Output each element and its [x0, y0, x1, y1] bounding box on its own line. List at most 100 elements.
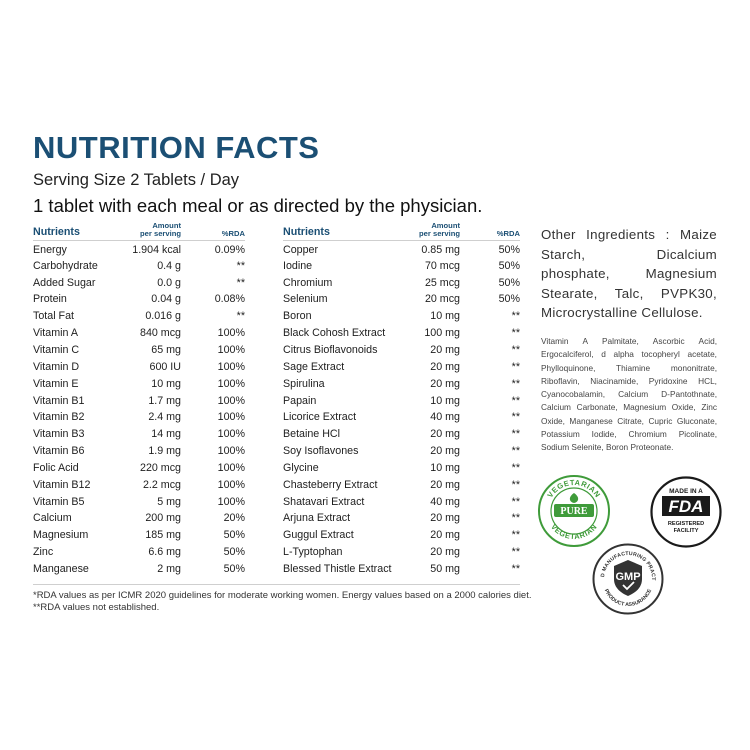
nutrient-amount: 1.9 mg — [148, 445, 181, 458]
table-row: Folic Acid 220 mcg 100% — [33, 459, 245, 476]
nutrient-name: Guggul Extract — [283, 529, 354, 542]
table-row: L-Typtophan 20 mg ** — [283, 544, 520, 561]
nutrient-rda: 0.08% — [214, 293, 245, 306]
nutrient-name: Vitamin C — [33, 343, 80, 356]
nutrient-amount: 2.4 mg — [148, 411, 181, 424]
nutrient-amount: 200 mg — [145, 512, 181, 525]
table-row: Chromium 25 mcg 50% — [283, 274, 520, 291]
nutrient-rda: ** — [511, 495, 520, 508]
nutrient-rda: 0.09% — [214, 244, 245, 257]
nutrient-amount: 5 mg — [157, 495, 181, 508]
directions: 1 tablet with each meal or as directed b… — [33, 195, 483, 216]
gmp-badge: GOOD MANUFACTURING PRACTICE PRODUCT ASSU… — [592, 543, 664, 615]
nutrient-name: Vitamin B5 — [33, 495, 85, 508]
nutrient-rda: 100% — [217, 343, 245, 356]
nutrient-name: Magnesium — [33, 529, 89, 542]
nutrient-rda: 50% — [498, 276, 520, 289]
nutrient-rda: ** — [236, 310, 245, 323]
table-bottom-rule — [33, 584, 520, 585]
nutrient-name: Papain — [283, 394, 317, 407]
nutrient-amount: 2.2 mcg — [142, 478, 181, 491]
nutrient-amount: 40 mg — [430, 411, 460, 424]
nutrient-rda: ** — [511, 327, 520, 340]
fda-logo-box — [662, 496, 710, 516]
nutrient-name: Carbohydrate — [33, 259, 98, 272]
nutrient-amount: 70 mcg — [424, 259, 460, 272]
fda-logo-text: FDA — [669, 497, 704, 516]
nutrition-rows-right: Copper 0.85 mg 50% Iodine 70 mcg 50% Chromium 2… — [283, 241, 520, 578]
nutrient-amount: 840 mcg — [140, 327, 181, 340]
nutrient-amount: 220 mcg — [140, 461, 181, 474]
nutrient-name: Selenium — [283, 293, 328, 306]
nutrient-name: Zinc — [33, 546, 54, 559]
nutrient-name: Spirulina — [283, 377, 325, 390]
nutrient-name: Folic Acid — [33, 461, 79, 474]
table-row: Blessed Thistle Extract 50 mg ** — [283, 561, 520, 578]
nutrient-name: Sage Extract — [283, 360, 345, 373]
nutrient-rda: ** — [511, 546, 520, 559]
table-row: Papain 10 mg ** — [283, 392, 520, 409]
table-row: Vitamin B12 2.2 mcg 100% — [33, 476, 245, 493]
table-row: Carbohydrate 0.4 g ** — [33, 257, 245, 274]
nutrient-name: Glycine — [283, 461, 319, 474]
nutrient-rda: 50% — [498, 293, 520, 306]
nutrient-amount: 40 mg — [430, 495, 460, 508]
nutrition-table-left: Nutrients Amount per serving %RDA Energy 1… — [33, 222, 245, 577]
nutrient-amount: 20 mg — [430, 343, 460, 356]
nutrient-amount: 50 mg — [430, 562, 460, 575]
header-amount-line2: per serving — [419, 229, 460, 238]
footnote-rda: *RDA values as per ICMR 2020 guidelines … — [33, 590, 532, 601]
nutrient-rda: 100% — [217, 495, 245, 508]
nutrient-amount: 2 mg — [157, 562, 181, 575]
table-row: Glycine 10 mg ** — [283, 459, 520, 476]
nutrient-amount: 20 mcg — [424, 293, 460, 306]
nutrient-amount: 10 mg — [430, 394, 460, 407]
table-row: Manganese 2 mg 50% — [33, 561, 245, 578]
nutrient-amount: 20 mg — [430, 478, 460, 491]
nutrient-rda: ** — [511, 562, 520, 575]
nutrient-rda: 100% — [217, 327, 245, 340]
nutrient-rda: ** — [511, 478, 520, 491]
nutrient-amount: 65 mg — [151, 343, 181, 356]
nutrient-amount: 0.016 g — [145, 310, 181, 323]
table-row: Protein 0.04 g 0.08% — [33, 291, 245, 308]
nutrient-name: Vitamin B2 — [33, 411, 85, 424]
nutrient-name: Vitamin B1 — [33, 394, 85, 407]
table-row: Licorice Extract 40 mg ** — [283, 409, 520, 426]
nutrient-rda: 100% — [217, 411, 245, 424]
nutrient-name: Chasteberry Extract — [283, 478, 378, 491]
table-row: Total Fat 0.016 g ** — [33, 308, 245, 325]
nutrient-rda: ** — [511, 377, 520, 390]
header-nutrients: Nutrients — [283, 222, 403, 241]
nutrient-rda: 100% — [217, 360, 245, 373]
nutrient-name: Arjuna Extract — [283, 512, 351, 525]
nutrient-name: Vitamin D — [33, 360, 80, 373]
vegetarian-badge: VEGETARIAN VEGETARIAN PURE — [538, 475, 610, 547]
nutrient-amount: 25 mcg — [424, 276, 460, 289]
other-ingredients: Other Ingredients : Maize Starch, Dicalc… — [541, 227, 717, 320]
header-amount-line2: per serving — [140, 229, 181, 238]
nutrient-amount: 600 IU — [149, 360, 182, 373]
nutrient-name: Vitamin B3 — [33, 428, 85, 441]
table-row: Black Cohosh Extract 100 mg ** — [283, 325, 520, 342]
table-row: Chasteberry Extract 20 mg ** — [283, 476, 520, 493]
header-amount-line1: Amount — [152, 221, 181, 230]
nutrient-name: Vitamin B6 — [33, 445, 85, 458]
svg-text:VEGETARIAN: VEGETARIAN — [549, 522, 599, 541]
nutrient-rda: ** — [236, 276, 245, 289]
nutrient-amount: 1.904 kcal — [132, 244, 181, 257]
footnote-not-established: **RDA values not established. — [33, 602, 160, 613]
table-row: Sage Extract 20 mg ** — [283, 358, 520, 375]
nutrient-amount: 20 mg — [430, 445, 460, 458]
nutrient-rda: ** — [511, 428, 520, 441]
fda-bottom-line2: FACILITY — [674, 528, 699, 534]
badge-inner-ring — [550, 487, 598, 535]
nutrient-amount: 1.7 mg — [148, 394, 181, 407]
table-row: Soy Isoflavones 20 mg ** — [283, 443, 520, 460]
nutrient-name: Copper — [283, 244, 319, 257]
nutrient-amount: 20 mg — [430, 512, 460, 525]
table-row: Guggul Extract 20 mg ** — [283, 527, 520, 544]
header-rda: %RDA — [460, 222, 520, 241]
fda-top-text: MADE IN A — [669, 488, 703, 495]
table-row: Vitamin D 600 IU 100% — [33, 358, 245, 375]
